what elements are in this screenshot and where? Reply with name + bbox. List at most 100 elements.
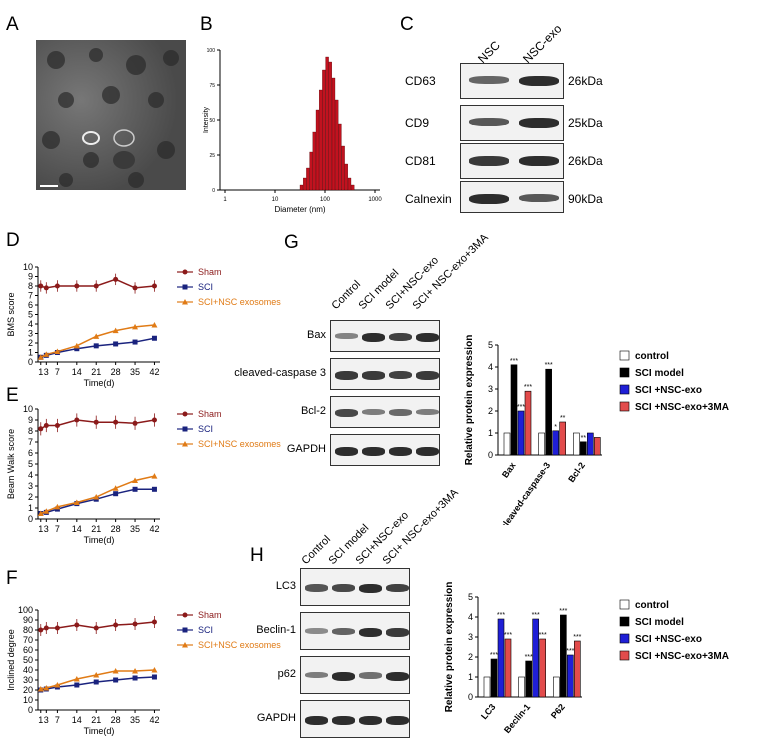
y-tick-label: 3: [468, 632, 473, 642]
data-point: [43, 423, 49, 428]
y-tick-label: 2: [28, 492, 33, 502]
legend-label: SCI+NSC exosomes: [198, 640, 281, 650]
legend-marker: [182, 612, 188, 618]
category-label: Bcl-2: [566, 460, 587, 484]
bar: [503, 432, 511, 456]
panel_h_blot-blot-strip: [300, 612, 410, 650]
c-band: [519, 194, 559, 203]
category-label: Bax: [500, 460, 518, 479]
legend-label: SCI: [198, 424, 213, 434]
panel_h_blot-band: [386, 628, 409, 637]
b-ytick-label: 50: [209, 118, 215, 124]
y-tick-label: 10: [23, 262, 33, 272]
panel_h_blot-blot-strip: [300, 568, 410, 606]
y-tick-label: 4: [468, 612, 473, 622]
c-band: [469, 76, 509, 84]
data-point: [37, 510, 44, 516]
c-blot-strip: [460, 143, 564, 179]
x-tick-label: 28: [111, 367, 121, 377]
panel_h_blot-band: [359, 584, 382, 593]
y-tick-label: 0: [488, 450, 493, 460]
panel_h_blot-band: [359, 716, 382, 725]
x-tick-label: 3: [44, 524, 49, 534]
bar: [490, 658, 498, 698]
significance-label: **: [560, 415, 566, 422]
c-kda-label: 26kDa: [568, 154, 603, 168]
legend-swatch: [619, 616, 630, 627]
c-blot-strip: [460, 105, 564, 141]
b-histogram-bar: [319, 89, 323, 191]
panel_g_blot-band: [362, 371, 385, 380]
significance-label: ***: [497, 612, 505, 619]
data-point: [43, 625, 49, 631]
x-tick-label: 7: [55, 715, 60, 725]
legend-label: SCI+NSC exosomes: [198, 439, 281, 449]
legend-marker: [182, 642, 188, 648]
data-point: [54, 503, 61, 510]
bar: [518, 676, 525, 698]
x-tick-label: 21: [91, 367, 101, 377]
c-band: [519, 118, 559, 128]
panel_h_blot-band: [305, 716, 328, 725]
panel-label-a: A: [6, 14, 19, 35]
legend-marker: [182, 627, 188, 633]
y-tick-label: 2: [28, 338, 33, 348]
c-band: [519, 156, 559, 166]
data-point: [37, 354, 44, 360]
panel_g_blot-blot-strip: [330, 320, 440, 352]
x-tick-label: 35: [130, 524, 140, 534]
panel_g_blot-band: [362, 409, 385, 415]
data-point: [73, 499, 80, 505]
panel_h_blot-band: [386, 716, 409, 725]
legend-marker: [182, 284, 188, 290]
data-point: [73, 676, 80, 682]
y-tick-label: 4: [28, 319, 33, 329]
panel_h_blot-band: [332, 628, 355, 635]
bar: [538, 432, 545, 456]
data-point: [54, 348, 61, 355]
size-distribution-chart: 1 10 100 1000 0 25 50 75 100 Intensity Diameter …: [203, 48, 382, 214]
panel_g_blot-band: [416, 371, 439, 380]
b-histogram-bar: [338, 123, 342, 191]
data-point: [132, 668, 139, 674]
panel_g_blot-row-label: Bax: [307, 329, 326, 341]
x-tick-label: 1: [38, 715, 43, 725]
significance-label: ***: [525, 654, 533, 661]
data-point: [151, 674, 157, 680]
significance-label: *: [554, 424, 557, 431]
legend-label: SCI +NSC-exo+3MA: [635, 402, 729, 413]
b-histogram-bar: [335, 99, 339, 191]
legend-label: SCI+NSC exosomes: [198, 297, 281, 307]
c-lane-label: NSC-exo: [520, 21, 565, 66]
y-tick-label: 40: [23, 665, 33, 675]
y-axis-label: Beam Walk score: [6, 429, 16, 499]
panel_g_blot-row-label: cleaved-caspase 3: [234, 367, 326, 379]
data-point: [113, 341, 119, 347]
data-point: [132, 339, 138, 345]
x-tick-label: 7: [55, 524, 60, 534]
data-point: [151, 667, 158, 673]
data-point: [93, 625, 99, 631]
y-tick-label: 8: [28, 426, 33, 436]
y-tick-label: 0: [468, 692, 473, 702]
panel_g_blot-band: [389, 333, 412, 342]
data-point: [43, 685, 50, 691]
x-tick-label: 14: [72, 715, 82, 725]
data-point: [151, 335, 157, 341]
significance-label: ***: [532, 612, 540, 619]
panel-label-b: B: [200, 14, 213, 35]
x-tick-label: 3: [44, 715, 49, 725]
significance-label: ***: [573, 634, 581, 641]
data-point: [93, 283, 99, 289]
x-tick-label: 3: [44, 367, 49, 377]
panel-label-f: F: [6, 568, 18, 589]
b-histogram-bar: [303, 177, 307, 191]
y-tick-label: 3: [488, 384, 493, 394]
data-point: [93, 672, 100, 678]
b-histogram-bar: [328, 61, 332, 191]
c-band: [469, 156, 509, 166]
panel_g_blot-band: [362, 333, 385, 342]
series-line: [40, 475, 155, 515]
